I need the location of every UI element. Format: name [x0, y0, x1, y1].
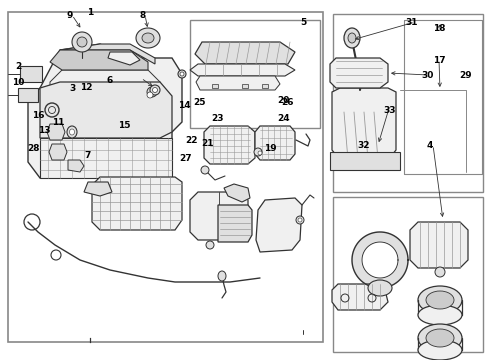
- Text: 29: 29: [459, 71, 471, 80]
- Polygon shape: [190, 192, 247, 240]
- Text: 15: 15: [118, 121, 130, 130]
- Ellipse shape: [180, 72, 183, 76]
- Polygon shape: [361, 242, 397, 278]
- Ellipse shape: [152, 87, 157, 93]
- Bar: [332, 14, 482, 192]
- Ellipse shape: [367, 280, 391, 296]
- Text: 19: 19: [263, 144, 276, 153]
- Ellipse shape: [178, 70, 185, 78]
- Ellipse shape: [67, 126, 77, 138]
- Ellipse shape: [150, 85, 160, 95]
- Bar: [18, 88, 38, 102]
- Text: 32: 32: [357, 140, 369, 149]
- Polygon shape: [196, 76, 280, 90]
- Text: 1: 1: [87, 8, 93, 17]
- Bar: [329, 152, 399, 170]
- Ellipse shape: [147, 87, 157, 97]
- Ellipse shape: [425, 329, 453, 347]
- Ellipse shape: [258, 151, 262, 155]
- Ellipse shape: [347, 33, 355, 43]
- Ellipse shape: [434, 267, 444, 277]
- Ellipse shape: [77, 37, 87, 47]
- Bar: [242, 84, 247, 88]
- Ellipse shape: [142, 33, 154, 43]
- Polygon shape: [195, 42, 294, 64]
- Text: 17: 17: [432, 55, 445, 64]
- Text: 13: 13: [38, 126, 50, 135]
- Text: 11: 11: [52, 117, 64, 126]
- Text: 3: 3: [69, 84, 75, 93]
- Ellipse shape: [201, 166, 208, 174]
- Ellipse shape: [69, 129, 74, 135]
- Text: 18: 18: [432, 23, 445, 32]
- Text: 2: 2: [15, 62, 21, 71]
- Text: 26: 26: [281, 98, 294, 107]
- Ellipse shape: [218, 271, 225, 281]
- Polygon shape: [68, 160, 84, 172]
- Polygon shape: [190, 64, 294, 76]
- Text: 22: 22: [185, 135, 198, 144]
- Bar: [212, 84, 218, 88]
- Text: 28: 28: [28, 144, 40, 153]
- Ellipse shape: [425, 291, 453, 309]
- Ellipse shape: [205, 241, 214, 249]
- Ellipse shape: [147, 92, 153, 98]
- Bar: [332, 197, 482, 352]
- Text: 27: 27: [179, 153, 192, 162]
- Ellipse shape: [417, 324, 461, 352]
- Polygon shape: [409, 222, 467, 268]
- Text: 31: 31: [405, 18, 417, 27]
- Text: 23: 23: [210, 113, 223, 122]
- Polygon shape: [40, 138, 172, 178]
- Text: 20: 20: [276, 95, 288, 104]
- Ellipse shape: [417, 305, 461, 325]
- Text: 4: 4: [426, 140, 432, 149]
- Text: 12: 12: [80, 82, 92, 91]
- Polygon shape: [108, 52, 140, 65]
- Text: 7: 7: [84, 150, 91, 159]
- Ellipse shape: [253, 148, 262, 156]
- Text: 16: 16: [32, 111, 44, 120]
- Text: 21: 21: [202, 139, 214, 148]
- Text: 14: 14: [177, 100, 190, 109]
- Text: 33: 33: [383, 105, 395, 114]
- Polygon shape: [329, 58, 387, 88]
- Ellipse shape: [295, 216, 304, 224]
- Polygon shape: [40, 82, 172, 138]
- Bar: [262, 84, 267, 88]
- Text: 9: 9: [67, 10, 73, 19]
- Polygon shape: [47, 124, 65, 140]
- Polygon shape: [254, 126, 294, 160]
- Text: 25: 25: [193, 98, 206, 107]
- Polygon shape: [256, 198, 302, 252]
- Text: 8: 8: [140, 10, 146, 19]
- Bar: [8, 12, 323, 342]
- Text: 5: 5: [299, 18, 305, 27]
- Polygon shape: [49, 144, 67, 160]
- Polygon shape: [50, 50, 148, 70]
- Bar: [20, 66, 42, 82]
- Text: 10: 10: [12, 77, 24, 86]
- Polygon shape: [60, 44, 155, 64]
- Polygon shape: [84, 182, 112, 196]
- Polygon shape: [92, 177, 182, 230]
- Ellipse shape: [136, 28, 160, 48]
- Text: 24: 24: [277, 113, 290, 122]
- Polygon shape: [351, 232, 407, 288]
- Bar: [190, 20, 319, 128]
- Ellipse shape: [343, 28, 359, 48]
- Polygon shape: [331, 88, 395, 160]
- Ellipse shape: [297, 218, 302, 222]
- Text: 6: 6: [107, 76, 113, 85]
- Polygon shape: [28, 44, 182, 178]
- Ellipse shape: [417, 286, 461, 314]
- Polygon shape: [218, 205, 251, 242]
- Text: 30: 30: [421, 71, 433, 80]
- Polygon shape: [331, 284, 387, 310]
- Polygon shape: [224, 184, 249, 202]
- Ellipse shape: [72, 32, 92, 52]
- Ellipse shape: [417, 340, 461, 360]
- Polygon shape: [203, 126, 254, 164]
